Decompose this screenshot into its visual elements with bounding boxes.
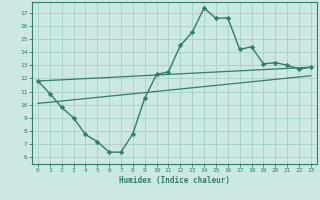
X-axis label: Humidex (Indice chaleur): Humidex (Indice chaleur) [119,176,230,185]
